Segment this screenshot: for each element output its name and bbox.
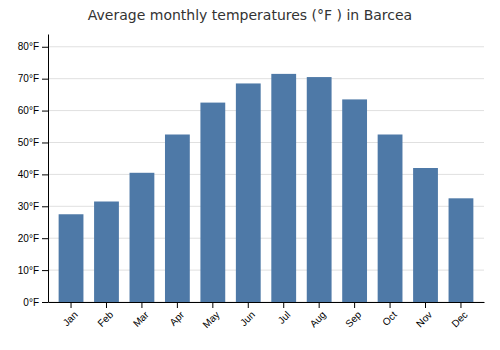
x-tick-label: Sep: [343, 309, 364, 330]
y-tick-mark: [42, 238, 48, 239]
x-tick-mark: [425, 302, 426, 308]
y-tick: 50°F: [18, 137, 48, 148]
title: Average monthly temperatures (°F ) in Ba…: [88, 7, 412, 23]
x-tick: Feb: [95, 302, 115, 329]
x-tick-mark: [354, 302, 355, 308]
x-tick-label: Feb: [95, 309, 115, 329]
y-tick-mark: [42, 302, 48, 303]
y-tick-label: 30°F: [18, 201, 39, 212]
y-tick-label: 0°F: [23, 297, 39, 308]
bar: [449, 198, 474, 302]
y-tick-label: 80°F: [18, 41, 39, 52]
x-tick-label: Oct: [380, 309, 399, 328]
bar: [307, 77, 332, 302]
y-tick: 10°F: [18, 265, 48, 276]
y-tick: 20°F: [18, 233, 48, 244]
x-tick-label: Dec: [449, 309, 469, 329]
bar: [165, 135, 190, 303]
grid-line: [48, 78, 484, 79]
grid: [48, 47, 484, 302]
y-tick: 40°F: [18, 169, 48, 180]
y-tick: 30°F: [18, 201, 48, 212]
y-tick-mark: [42, 79, 48, 80]
y-tick-label: 50°F: [18, 137, 39, 148]
x-tick-mark: [460, 302, 461, 308]
x-tick-mark: [248, 302, 249, 308]
y-tick-label: 40°F: [18, 169, 39, 180]
y-axis: 0°F 10°F 20°F 30°F 40°F 50°F 60°F 70°F 80°F: [18, 35, 49, 308]
y-tick-mark: [42, 174, 48, 175]
x-tick: Apr: [167, 302, 186, 328]
x-tick-mark: [212, 302, 213, 308]
grid-line: [48, 46, 484, 47]
x-tick-mark: [319, 302, 320, 308]
y-tick-mark: [42, 270, 48, 271]
x-tick: Sep: [343, 302, 364, 329]
y-tick-label: 70°F: [18, 73, 39, 84]
y-tick: 60°F: [18, 105, 48, 116]
x-axis-line: [49, 302, 485, 303]
y-tick-mark: [42, 47, 48, 48]
y-tick: 0°F: [23, 297, 48, 308]
bar: [200, 103, 225, 302]
grid-line: [48, 142, 484, 143]
bar: [130, 173, 155, 302]
x-tick-label: Apr: [167, 309, 186, 328]
y-tick: 80°F: [18, 41, 48, 52]
x-tick: Dec: [449, 302, 469, 329]
x-tick-label: Mar: [131, 309, 151, 329]
x-tick-mark: [106, 302, 107, 308]
x-tick-label: Jan: [61, 309, 80, 328]
x-tick-label: Aug: [308, 309, 328, 329]
y-tick-label: 10°F: [18, 265, 39, 276]
x-tick-mark: [283, 302, 284, 308]
bar: [94, 202, 119, 303]
x-tick-mark: [177, 302, 178, 308]
y-tick-mark: [42, 142, 48, 143]
bar: [378, 135, 403, 303]
y-tick: 70°F: [18, 73, 48, 84]
y-tick-mark: [42, 111, 48, 112]
y-axis-line: [48, 35, 49, 303]
x-tick: Mar: [131, 302, 151, 329]
x-tick: Aug: [308, 302, 328, 329]
x-tick-label: Nov: [414, 309, 434, 329]
bar: [271, 74, 296, 302]
y-tick-label: 60°F: [18, 105, 39, 116]
bars: [59, 74, 474, 302]
bar: [59, 214, 84, 302]
x-tick-label: Jun: [238, 309, 257, 328]
y-tick-label: 20°F: [18, 233, 39, 244]
x-tick-label: Jul: [276, 309, 293, 326]
x-tick: Nov: [414, 302, 434, 329]
x-tick-label: May: [200, 309, 221, 330]
x-tick-mark: [390, 302, 391, 308]
bar: [236, 83, 261, 302]
grid-line: [48, 110, 484, 111]
y-tick-mark: [42, 206, 48, 207]
x-tick: Jul: [276, 302, 293, 326]
x-tick-mark: [71, 302, 72, 308]
bar: [413, 168, 438, 302]
x-tick-mark: [141, 302, 142, 308]
x-tick: Oct: [380, 302, 399, 328]
chart: 0°F 10°F 20°F 30°F 40°F 50°F 60°F 70°F 80°F Jan Fe…: [0, 0, 500, 350]
plot: 0°F 10°F 20°F 30°F 40°F 50°F 60°F 70°F 80°F Jan Fe…: [18, 35, 485, 331]
bar: [342, 99, 367, 302]
x-tick: Jun: [238, 302, 257, 328]
x-tick: May: [200, 302, 221, 330]
x-tick: Jan: [61, 302, 80, 328]
x-axis: Jan Feb Mar Apr May Jun Jul Aug Sep Oct Nov Dec: [49, 302, 485, 330]
